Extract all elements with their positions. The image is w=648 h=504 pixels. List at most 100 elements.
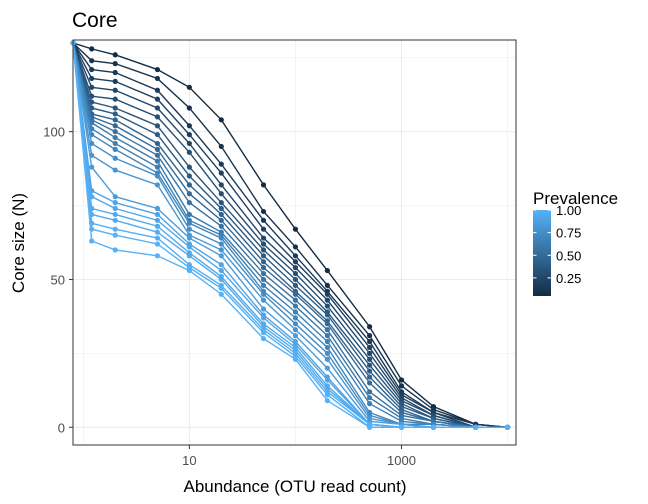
data-point <box>154 87 161 93</box>
data-point <box>292 297 299 303</box>
data-point <box>218 211 224 218</box>
data-point <box>292 276 299 283</box>
data-point <box>398 383 405 389</box>
data-point <box>218 161 224 167</box>
data-point <box>218 253 224 259</box>
data-point <box>366 401 373 407</box>
data-point <box>112 205 118 212</box>
data-point <box>324 267 330 274</box>
data-point <box>154 146 161 152</box>
data-point <box>112 117 118 123</box>
data-point <box>292 333 299 339</box>
legend-label: 0.25 <box>556 271 581 286</box>
data-point <box>112 199 118 206</box>
legend-ticks: 1.00 0.75 0.50 0.25 <box>533 203 581 286</box>
data-point <box>89 75 95 82</box>
legend-label: 0.50 <box>556 248 581 263</box>
x-tick-label: 10 <box>182 453 196 468</box>
data-point <box>112 140 118 147</box>
data-point <box>112 226 118 232</box>
data-point <box>366 395 373 401</box>
data-point <box>218 247 224 253</box>
data-point <box>186 244 192 250</box>
data-point <box>218 285 224 291</box>
data-point <box>112 146 118 152</box>
data-point <box>186 211 192 218</box>
data-point <box>154 75 161 82</box>
data-point <box>112 111 118 117</box>
plot-panel <box>73 40 516 445</box>
data-point <box>112 247 118 253</box>
data-point <box>324 377 330 383</box>
data-point <box>112 211 118 218</box>
data-point <box>292 259 299 265</box>
data-point <box>112 155 118 161</box>
data-point <box>112 167 118 173</box>
data-point <box>112 78 118 84</box>
data-point <box>89 164 95 170</box>
data-point <box>260 306 267 312</box>
data-point <box>260 291 267 297</box>
data-point <box>218 223 224 229</box>
data-point <box>154 140 161 147</box>
data-point <box>112 194 118 200</box>
data-point <box>186 105 192 111</box>
data-point <box>260 282 267 288</box>
data-point <box>218 241 224 247</box>
data-point <box>218 262 224 268</box>
x-axis-ticks: 10 1000 <box>182 445 416 468</box>
data-point <box>112 123 118 129</box>
data-point <box>292 226 299 232</box>
data-point <box>324 356 330 362</box>
data-point <box>186 164 192 170</box>
data-point <box>112 217 118 223</box>
data-point <box>366 350 373 356</box>
series-line <box>72 42 508 428</box>
legend: Prevalence 1.00 0.75 0.50 0.25 <box>533 189 618 296</box>
data-point <box>89 238 95 244</box>
series-prevalence-1 <box>70 40 511 430</box>
y-tick-label: 50 <box>51 272 65 287</box>
data-point <box>324 398 330 404</box>
data-point <box>154 164 161 170</box>
data-point <box>218 291 224 297</box>
data-point <box>154 131 161 138</box>
y-axis-ticks: 0 50 100 <box>43 125 73 435</box>
data-point <box>186 226 192 232</box>
data-point <box>324 327 330 333</box>
data-point <box>324 344 330 351</box>
x-axis-title: Abundance (OTU read count) <box>183 477 406 496</box>
legend-label: 0.75 <box>556 226 581 241</box>
data-point <box>366 368 373 374</box>
data-point <box>366 374 373 380</box>
data-point <box>324 392 330 398</box>
data-point <box>154 158 161 164</box>
data-point <box>186 140 192 147</box>
data-point <box>260 259 267 265</box>
data-point <box>112 52 118 58</box>
data-point <box>186 235 192 241</box>
data-point <box>292 356 299 362</box>
data-point <box>154 211 161 218</box>
data-point <box>292 282 299 288</box>
data-point <box>260 208 267 215</box>
data-point <box>324 291 330 297</box>
data-point <box>260 235 267 241</box>
data-point <box>186 220 192 226</box>
data-point <box>89 66 95 73</box>
data-point <box>324 312 330 318</box>
data-point <box>154 114 161 120</box>
data-point <box>112 69 118 76</box>
data-point <box>186 191 192 197</box>
data-point <box>292 327 299 333</box>
series-line <box>72 42 508 428</box>
data-point <box>398 424 405 430</box>
series-line <box>72 42 508 428</box>
data-point <box>260 276 267 283</box>
data-point <box>154 253 161 259</box>
series-line <box>72 42 508 428</box>
data-point <box>112 61 118 67</box>
data-point <box>292 321 299 327</box>
data-point <box>366 362 373 368</box>
